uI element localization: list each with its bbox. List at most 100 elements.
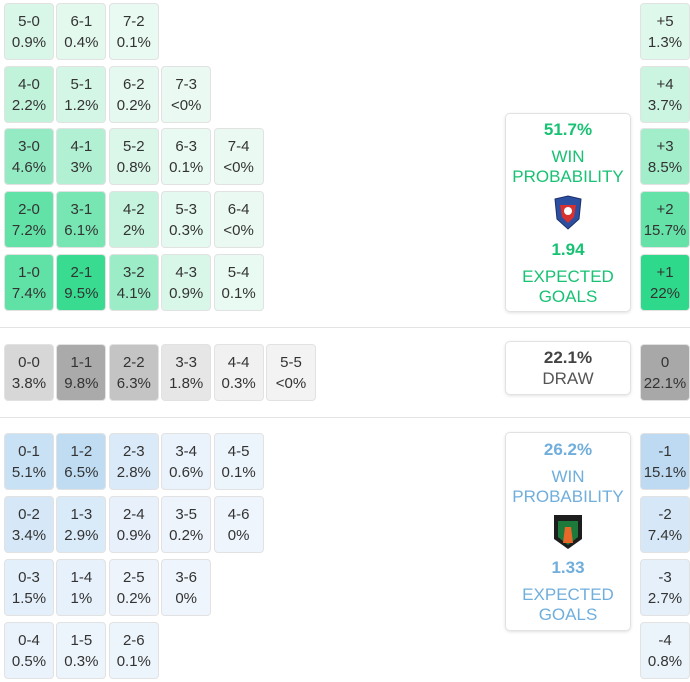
probability: 0.2% <box>169 526 204 544</box>
score-cell: 2-3 2.8% <box>108 433 159 490</box>
probability: 0.9% <box>169 284 204 302</box>
label: 4-6 <box>227 505 250 523</box>
label: 2-0 <box>18 200 40 218</box>
label: +3 <box>656 137 674 155</box>
score-cell: 3-6 0% <box>161 559 212 616</box>
probability: 6.3% <box>116 374 151 392</box>
score-cell: 4-6 0% <box>213 496 264 553</box>
score-cell: 7-4 <0% <box>213 128 264 185</box>
score-cell: 2-4 0.9% <box>108 496 159 553</box>
label: 6-2 <box>122 75 145 93</box>
score-cell: 3-4 0.6% <box>161 433 212 490</box>
score-cell: 4-2 2% <box>108 191 159 248</box>
margin-cell: +4 3.7% <box>640 66 690 123</box>
probability: 9.8% <box>64 374 99 392</box>
label: 2-2 <box>122 353 145 371</box>
score-cell: 6-4 <0% <box>213 191 264 248</box>
label: 7-4 <box>227 137 250 155</box>
label: 1-4 <box>70 568 93 586</box>
label: -1 <box>658 442 672 460</box>
score-cell: 3-2 4.1% <box>108 254 159 311</box>
margin-cell: -1 15.1% <box>640 433 690 490</box>
probability: 3.8% <box>11 374 47 392</box>
label: 7-3 <box>175 75 198 93</box>
home-logo <box>554 194 582 230</box>
home-xg-label: EXPECTED GOALS <box>522 266 614 306</box>
probability: 2.7% <box>647 589 683 607</box>
probability: 0.2% <box>116 96 151 114</box>
score-cell: 5-2 0.8% <box>108 128 159 185</box>
label: +4 <box>656 75 674 93</box>
score-cell: 2-5 0.2% <box>108 559 159 616</box>
score-cell: 0-3 1.5% <box>4 559 54 616</box>
draw-card: 22.1% DRAW <box>505 341 631 395</box>
label: +1 <box>656 263 674 281</box>
probability: 1% <box>70 589 93 607</box>
label: 5-2 <box>122 137 145 155</box>
score-cell: 5-4 0.1% <box>213 254 264 311</box>
label: 4-1 <box>70 137 93 155</box>
probability: 0.6% <box>169 463 204 481</box>
label: -4 <box>658 631 672 649</box>
probability: 2.2% <box>11 96 47 114</box>
label: 3-3 <box>175 353 198 371</box>
probability: 0.1% <box>116 652 151 670</box>
label: 2-4 <box>122 505 145 523</box>
score-cell: 3-5 0.2% <box>161 496 212 553</box>
probability: 0.1% <box>116 33 151 51</box>
probability: 0.1% <box>221 463 256 481</box>
probability: 0.8% <box>647 652 683 670</box>
label: 2-3 <box>122 442 145 460</box>
label: 1-2 <box>70 442 93 460</box>
draw-label: DRAW <box>542 369 594 388</box>
home-win-label: WIN PROBABILITY <box>512 146 624 186</box>
probability: 0.9% <box>116 526 151 544</box>
probability: 1.8% <box>169 374 204 392</box>
home-card: 51.7% WIN PROBABILITY 1.94 EXPECTED GOAL… <box>505 113 631 312</box>
label: 3-5 <box>175 505 198 523</box>
score-cell: 7-2 0.1% <box>108 3 159 60</box>
label: 2-6 <box>122 631 145 649</box>
score-cell: 3-0 4.6% <box>4 128 54 185</box>
probability: 2.9% <box>64 526 99 544</box>
score-cell: 4-0 2.2% <box>4 66 54 123</box>
probability: 0.8% <box>116 158 151 176</box>
probability: 1.5% <box>11 589 47 607</box>
label: 3-4 <box>175 442 198 460</box>
probability: 0.9% <box>11 33 47 51</box>
label: 2-5 <box>122 568 145 586</box>
label: 3-2 <box>122 263 145 281</box>
margin-cell: -2 7.4% <box>640 496 690 553</box>
margin-cell: +1 22% <box>640 254 690 311</box>
probability: 0.2% <box>116 589 151 607</box>
probability: 2.8% <box>116 463 151 481</box>
label: 0-2 <box>18 505 40 523</box>
score-cell: 1-2 6.5% <box>56 433 107 490</box>
label: 3-6 <box>175 568 198 586</box>
label: +5 <box>656 12 674 30</box>
score-cell: 3-3 1.8% <box>161 344 212 401</box>
probability: 0.5% <box>11 652 47 670</box>
divider <box>0 417 690 418</box>
probability: 0.1% <box>169 158 204 176</box>
probability: 9.5% <box>64 284 99 302</box>
margin-cell: 0 22.1% <box>640 344 690 401</box>
score-cell: 7-3 <0% <box>161 66 212 123</box>
probability: 0% <box>175 589 198 607</box>
score-cell: 2-1 9.5% <box>56 254 107 311</box>
margin-cell: +2 15.7% <box>640 191 690 248</box>
score-cell: 4-3 0.9% <box>161 254 212 311</box>
probability: 4.6% <box>11 158 47 176</box>
score-cell: 1-0 7.4% <box>4 254 54 311</box>
margin-cell: +5 1.3% <box>640 3 690 60</box>
label: 6-1 <box>70 12 93 30</box>
probability: 7.4% <box>647 526 683 544</box>
away-xg-label: EXPECTED GOALS <box>522 584 614 624</box>
probability: 3.7% <box>647 96 683 114</box>
score-cell: 2-0 7.2% <box>4 191 54 248</box>
score-cell: 1-5 0.3% <box>56 622 107 679</box>
label: 4-5 <box>227 442 250 460</box>
away-win-label: WIN PROBABILITY <box>512 466 624 506</box>
label: 1-0 <box>18 263 40 281</box>
